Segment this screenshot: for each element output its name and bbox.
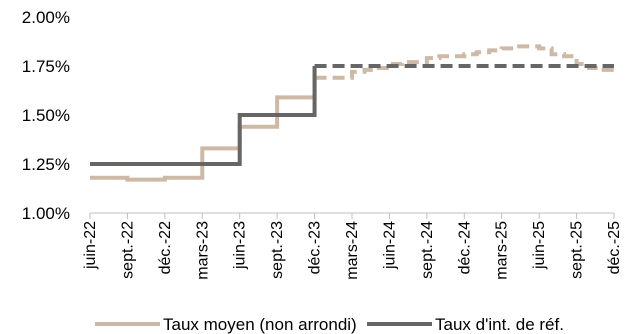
legend-label-taux-moyen: Taux moyen (non arrondi)	[163, 315, 357, 334]
legend: Taux moyen (non arrondi) Taux d'int. de …	[95, 315, 564, 334]
series-taux-ref-solid	[90, 66, 317, 166]
y-tick-label: 2.00%	[22, 8, 70, 27]
x-tick-label: sept.-25	[569, 221, 586, 279]
y-tick-label: 1.75%	[22, 57, 70, 76]
x-tick-label: mars-23	[194, 221, 211, 280]
x-tick-label: sept.-22	[119, 221, 136, 279]
series-layer	[90, 44, 614, 182]
series-taux-moyen-solid	[90, 66, 317, 182]
y-tick-label: 1.50%	[22, 106, 70, 125]
x-tick-label: déc.-24	[456, 221, 473, 274]
x-tick-label: mars-24	[344, 221, 361, 280]
x-tick-label: juin-22	[82, 221, 99, 270]
legend-label-taux-ref: Taux d'int. de réf.	[435, 315, 564, 334]
x-tick-label: juin-23	[232, 221, 249, 270]
x-tick-label: déc.-23	[307, 221, 324, 274]
y-tick-label: 1.25%	[22, 155, 70, 174]
x-tick-label: mars-25	[494, 221, 511, 280]
series-taux-moyen-dashed	[314, 44, 614, 80]
y-tick-label: 1.00%	[22, 204, 70, 223]
x-tick-label: déc.-22	[157, 221, 174, 274]
y-axis-labels: 1.00% 1.25% 1.50% 1.75% 2.00%	[22, 8, 70, 223]
x-axis-labels: juin-22 sept.-22 déc.-22 mars-23 juin-23 sept…	[82, 221, 623, 280]
x-tick-label: juin-25	[531, 221, 548, 270]
x-tick-label: juin-24	[381, 221, 398, 270]
x-tick-label: déc.-25	[606, 221, 623, 274]
x-tick-label: sept.-24	[419, 221, 436, 279]
x-tick-label: sept.-23	[269, 221, 286, 279]
x-axis	[89, 212, 615, 219]
